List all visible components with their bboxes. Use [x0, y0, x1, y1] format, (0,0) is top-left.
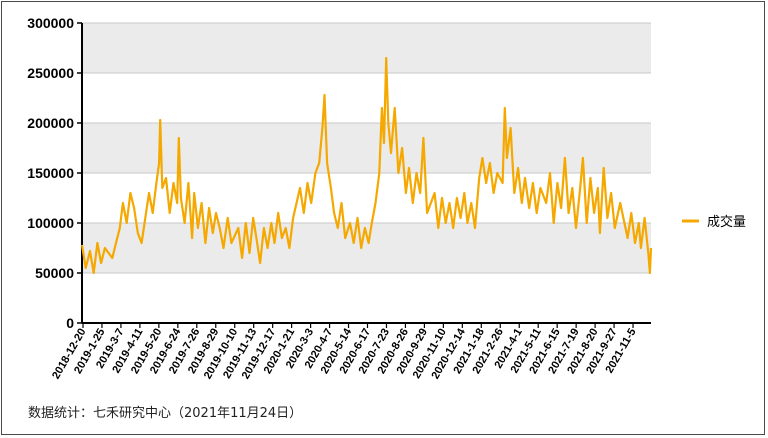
y-tick-label: 250000: [27, 65, 74, 81]
y-tick-label: 50000: [35, 265, 74, 281]
y-tick-label: 200000: [27, 115, 74, 131]
legend-label: 成交量: [707, 214, 746, 230]
y-tick-label: 100000: [27, 215, 74, 231]
data-source-note: 数据统计：七禾研究中心（2021年11月24日）: [28, 406, 303, 421]
grid-band: [82, 123, 651, 173]
grid-band: [82, 273, 651, 323]
grid-band: [82, 73, 651, 123]
series-line: [80, 56, 653, 275]
y-tick-label: 150000: [27, 165, 74, 181]
grid-band: [82, 23, 651, 73]
y-tick-label: 300000: [27, 15, 74, 31]
y-tick-label: 0: [66, 315, 74, 331]
